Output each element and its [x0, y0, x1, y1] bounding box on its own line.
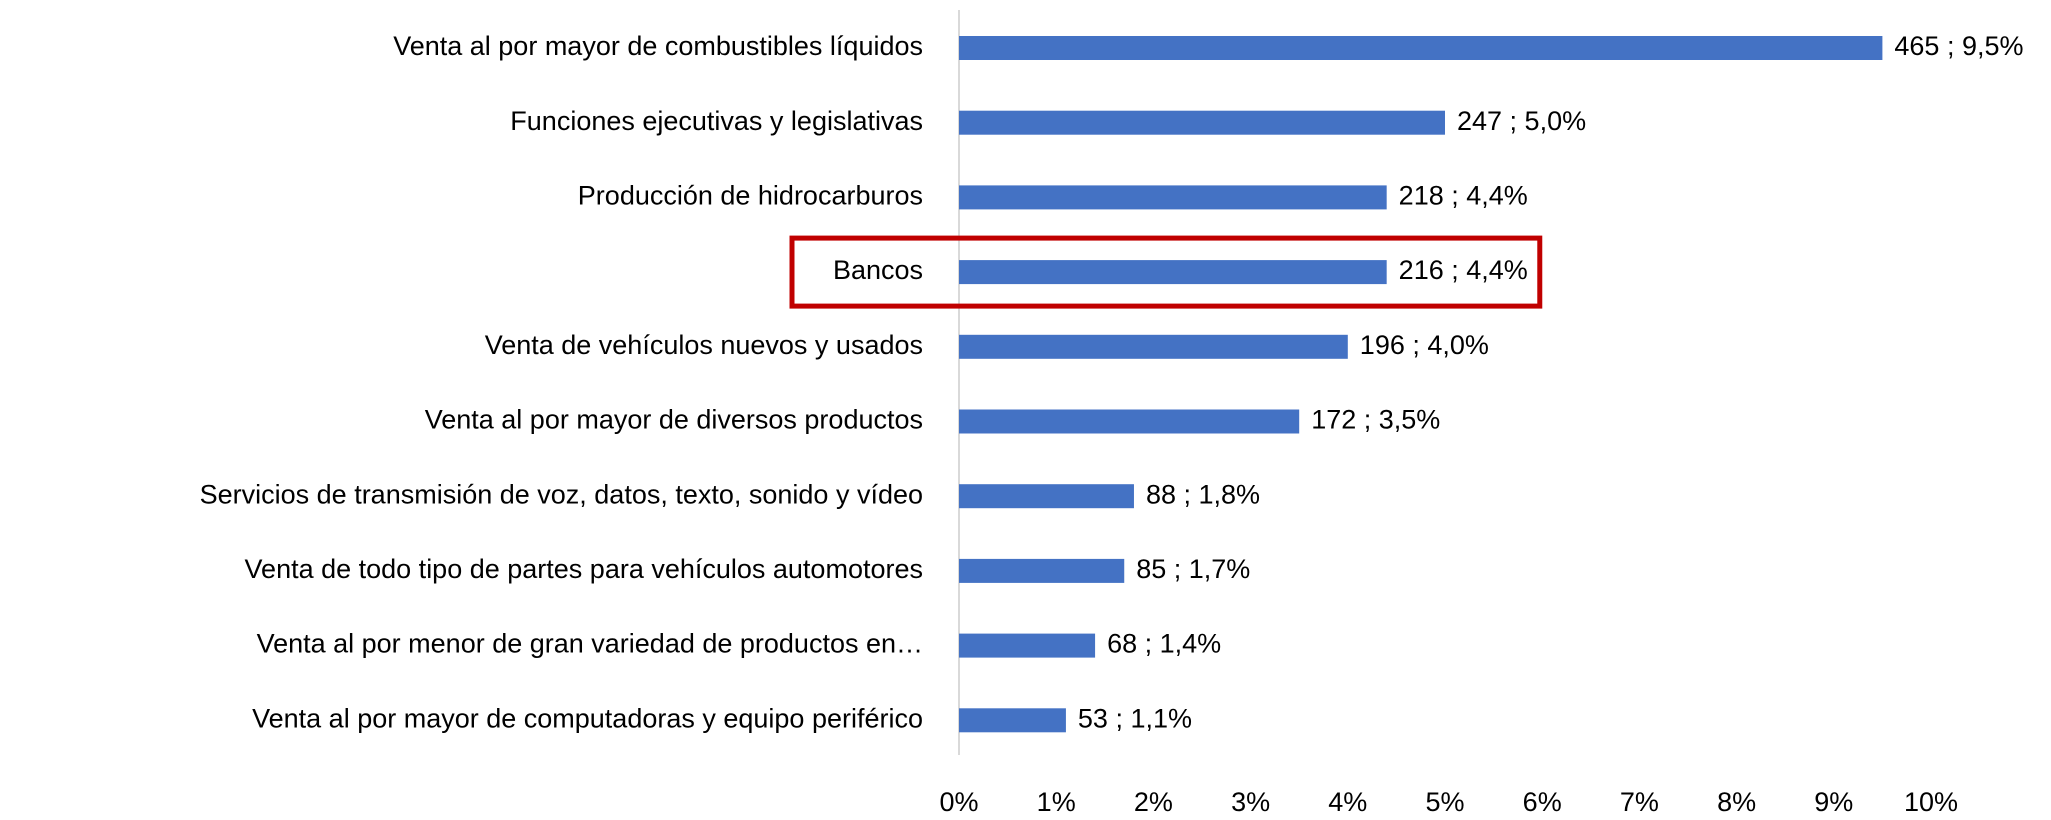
value-label: 196 ; 4,0%	[1360, 330, 1489, 360]
bar	[959, 409, 1300, 434]
category-label: Venta al por mayor de computadoras y equ…	[252, 703, 923, 733]
category-label: Servicios de transmisión de voz, datos, …	[200, 479, 923, 509]
category-label: Venta de vehículos nuevos y usados	[485, 330, 923, 360]
value-label: 247 ; 5,0%	[1457, 106, 1586, 136]
x-tick-label: 10%	[1904, 787, 1958, 817]
x-tick-label: 5%	[1425, 787, 1464, 817]
bar	[959, 260, 1387, 285]
x-tick-label: 2%	[1134, 787, 1173, 817]
value-label: 172 ; 3,5%	[1311, 405, 1440, 435]
category-label: Producción de hidrocarburos	[578, 181, 923, 211]
value-label: 465 ; 9,5%	[1894, 31, 2023, 61]
value-label: 218 ; 4,4%	[1399, 181, 1528, 211]
x-tick-label: 1%	[1037, 787, 1076, 817]
x-tick-label: 7%	[1620, 787, 1659, 817]
x-tick-label: 9%	[1814, 787, 1853, 817]
x-tick-label: 0%	[939, 787, 978, 817]
x-tick-label: 4%	[1328, 787, 1367, 817]
category-label: Funciones ejecutivas y legislativas	[510, 106, 923, 136]
value-label: 88 ; 1,8%	[1146, 479, 1260, 509]
bar	[959, 633, 1096, 658]
bar	[959, 484, 1134, 509]
category-label: Venta al por mayor de combustibles líqui…	[393, 31, 923, 61]
x-tick-label: 8%	[1717, 787, 1756, 817]
bar	[959, 708, 1066, 733]
highlight-box	[789, 235, 1543, 309]
value-label: 85 ; 1,7%	[1136, 554, 1250, 584]
x-tick-label: 3%	[1231, 787, 1270, 817]
bar	[959, 110, 1445, 135]
bar	[959, 558, 1125, 583]
value-label: 68 ; 1,4%	[1107, 629, 1221, 659]
category-label: Venta de todo tipo de partes para vehícu…	[245, 554, 923, 584]
x-tick-label: 6%	[1523, 787, 1562, 817]
category-label: Bancos	[833, 255, 923, 285]
category-label: Venta al por menor de gran variedad de p…	[257, 629, 923, 659]
bar	[959, 334, 1348, 359]
value-label: 216 ; 4,4%	[1399, 255, 1528, 285]
bar	[959, 185, 1387, 210]
value-label: 53 ; 1,1%	[1078, 703, 1192, 733]
bar	[959, 36, 1883, 60]
category-label: Venta al por mayor de diversos productos	[425, 405, 923, 435]
